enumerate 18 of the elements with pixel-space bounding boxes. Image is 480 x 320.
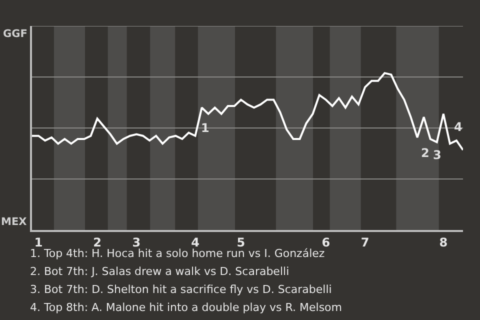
x-tick-label: 6 [322, 235, 330, 250]
text: 2. Bot 7th: J. Salas drew a walk vs D. Scarabelli [30, 265, 290, 278]
annotation: 1 [201, 121, 210, 135]
annotation: 3 [433, 148, 442, 162]
text: 1. Top 4th: H. Hoca hit a solo home run vs I. González [30, 247, 325, 260]
annotation: 2 [421, 146, 430, 160]
x-tick-label: 3 [132, 235, 141, 250]
text: 3. Bot 7th: D. Shelton hit a sacrifice fly vs D. Scarabelli [30, 283, 332, 296]
text: MEX [1, 216, 27, 228]
text: GGF [3, 28, 28, 40]
annotation: 4 [454, 120, 462, 134]
text: 4. Top 8th: A. Malone hit into a double play vs R. Melsom [30, 301, 342, 314]
x-tick-label: 5 [236, 235, 246, 250]
x-tick-label: 7 [360, 235, 370, 250]
x-tick-label: 1 [34, 235, 43, 250]
x-tick-label: 4 [191, 235, 200, 250]
x-tick-label: 2 [93, 235, 102, 250]
x-tick-label: 8 [439, 235, 448, 250]
